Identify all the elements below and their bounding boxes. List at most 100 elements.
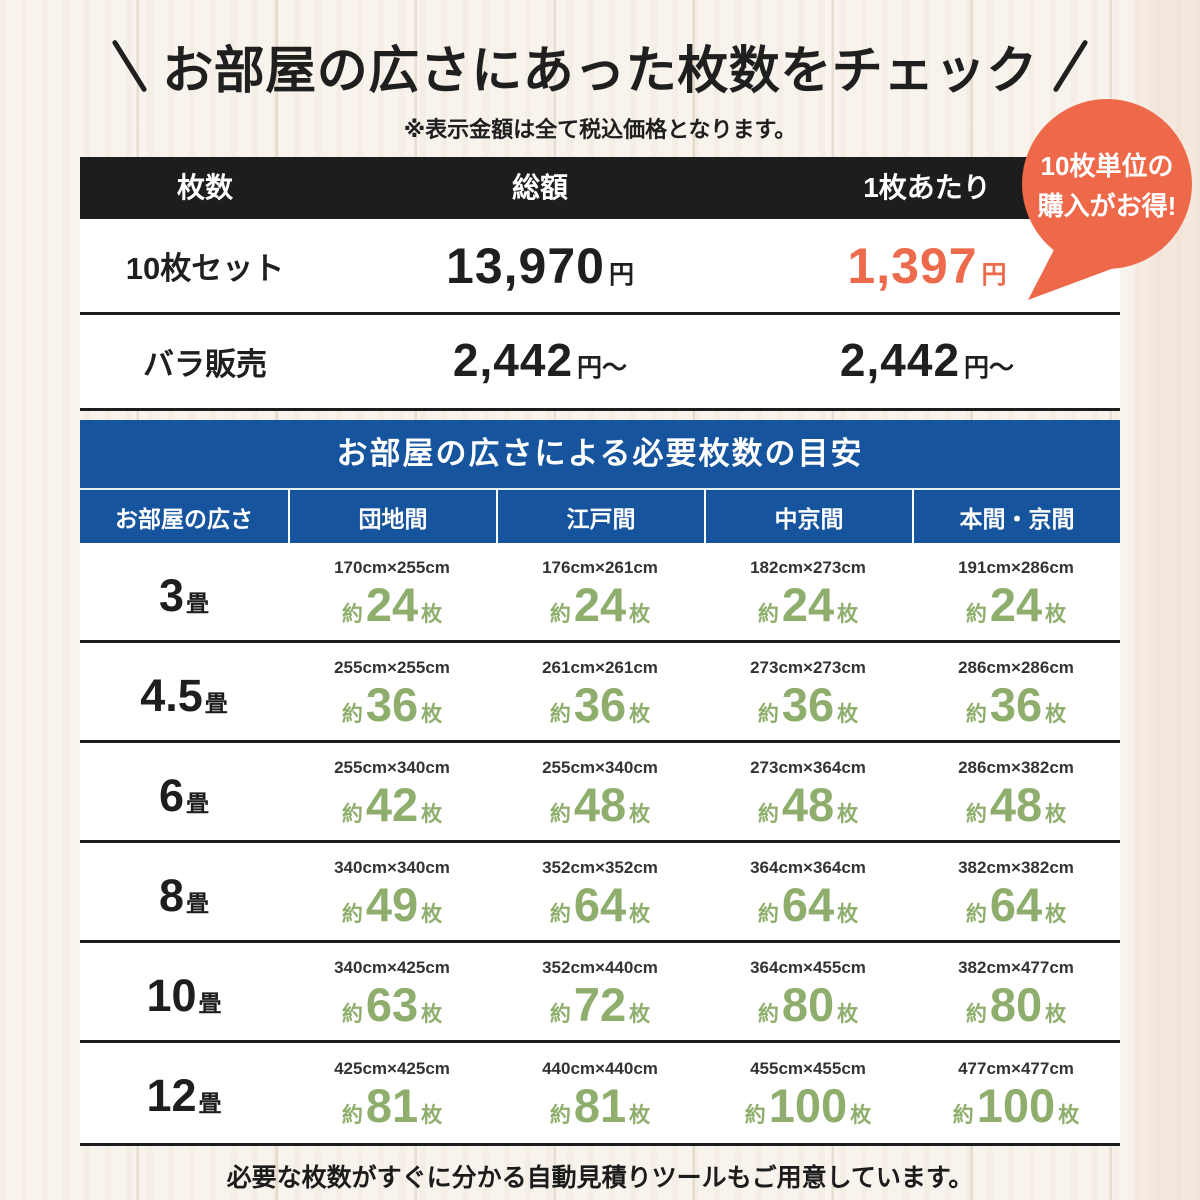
- room-dimensions: 340cm×425cm: [334, 957, 450, 977]
- room-dimensions: 455cm×455cm: [750, 1059, 866, 1078]
- estimate-cell: 286cm×382cm 約 48 枚: [912, 743, 1120, 840]
- sheet-count: 約 81 枚: [342, 1082, 442, 1129]
- approx-label: 約: [965, 702, 987, 726]
- estimate-cell: 340cm×425cm 約 63 枚: [288, 943, 496, 1040]
- room-dimensions: 273cm×364cm: [750, 757, 866, 777]
- sheets-label: 枚: [629, 1002, 651, 1026]
- room-dimensions: 255cm×340cm: [542, 757, 658, 777]
- price-row-10-set: 10枚セット 13,970 円 1,397 円: [80, 219, 1120, 312]
- room-dimensions: 352cm×352cm: [542, 857, 658, 877]
- count-number: 100: [976, 1079, 1056, 1132]
- sheet-count: 約 80 枚: [758, 981, 858, 1028]
- row-label: バラ販売: [143, 347, 267, 382]
- sheets-label: 枚: [421, 1104, 443, 1127]
- tatami-unit: 畳: [186, 590, 210, 616]
- estimate-cell: 170cm×255cm 約 24 枚: [288, 543, 496, 640]
- count-number: 48: [781, 777, 835, 831]
- per-sheet-price: 2,442 円〜: [770, 315, 1084, 408]
- price-number: 13,970: [446, 238, 605, 294]
- sheet-count: 約 49 枚: [342, 881, 442, 928]
- sheet-count: 約 64 枚: [758, 881, 858, 928]
- count-number: 24: [781, 577, 835, 631]
- room-dimensions: 364cm×364cm: [750, 857, 866, 877]
- count-number: 24: [573, 577, 627, 631]
- price-row-single: バラ販売 2,442 円〜 2,442 円〜: [80, 315, 1120, 408]
- estimate-cell: 176cm×261cm 約 24 枚: [496, 543, 704, 640]
- tatami-unit: 畳: [198, 990, 222, 1016]
- room-dimensions: 273cm×273cm: [750, 657, 866, 677]
- room-dimensions: 286cm×382cm: [958, 757, 1074, 777]
- col-header-total: 総額: [511, 172, 568, 203]
- sheets-label: 枚: [850, 1104, 872, 1127]
- estimate-cell: 255cm×340cm 約 48 枚: [496, 743, 704, 840]
- sheet-count: 約 63 枚: [342, 981, 442, 1028]
- sheet-count: 約 100 枚: [745, 1082, 871, 1129]
- count-number: 64: [781, 877, 835, 931]
- sheets-label: 枚: [629, 802, 651, 826]
- page-header: お部屋の広さにあった枚数をチェック: [0, 26, 1200, 106]
- room-dimensions: 382cm×477cm: [958, 957, 1074, 977]
- tatami-unit: 畳: [186, 890, 210, 916]
- sheets-label: 枚: [837, 602, 859, 626]
- price-unit: 円: [608, 261, 634, 289]
- count-number: 81: [573, 1079, 627, 1132]
- estimator-tool-note: 必要な枚数がすぐに分かる自動見積りツールもご用意しています。: [226, 1164, 974, 1192]
- approx-label: 約: [341, 1002, 363, 1026]
- approx-label: 約: [965, 902, 987, 926]
- decorative-backslash: [111, 39, 148, 93]
- total-price: 13,970 円: [380, 219, 700, 312]
- size-table-column-headers: お部屋の広さ 団地間 江戸間 中京間 本間・京間: [80, 488, 1120, 543]
- room-dimensions: 191cm×286cm: [958, 557, 1074, 577]
- estimate-cell: 382cm×477cm 約 80 枚: [912, 943, 1120, 1040]
- estimate-cell: 477cm×477cm 約 100 枚: [912, 1043, 1120, 1143]
- sheets-label: 枚: [837, 1002, 859, 1026]
- sheet-count: 約 24 枚: [966, 581, 1066, 628]
- count-number: 64: [573, 877, 627, 931]
- sheets-label: 枚: [837, 902, 859, 926]
- sheets-label: 枚: [837, 702, 859, 726]
- sheet-count: 約 48 枚: [966, 781, 1066, 828]
- sheet-count: 約 36 枚: [758, 681, 858, 728]
- sheets-label: 枚: [421, 702, 443, 726]
- badge-line-1: 10枚単位の: [1040, 151, 1174, 181]
- count-number: 36: [573, 677, 627, 731]
- approx-label: 約: [341, 702, 363, 726]
- sheets-label: 枚: [1045, 1002, 1067, 1026]
- price-number: 2,442: [839, 334, 961, 386]
- size-number: 3: [158, 570, 185, 621]
- approx-label: 約: [757, 802, 779, 826]
- sheets-label: 枚: [1058, 1104, 1080, 1127]
- estimate-cell: 425cm×425cm 約 81 枚: [288, 1043, 496, 1143]
- size-number: 12: [146, 1070, 197, 1121]
- room-size-label: 10 畳: [80, 943, 288, 1040]
- sheet-count: 約 36 枚: [550, 681, 650, 728]
- sheets-label: 枚: [421, 602, 443, 626]
- approx-label: 約: [341, 602, 363, 626]
- price-table-header: 枚数 総額 1枚あたり: [80, 157, 1120, 219]
- approx-label: 約: [965, 602, 987, 626]
- count-number: 100: [768, 1079, 848, 1132]
- sheets-label: 枚: [421, 802, 443, 826]
- approx-label: 約: [757, 702, 779, 726]
- sheets-label: 枚: [837, 802, 859, 826]
- room-dimensions: 352cm×440cm: [542, 957, 658, 977]
- approx-label: 約: [757, 602, 779, 626]
- col-header-per-sheet: 1枚あたり: [863, 172, 991, 203]
- sheet-count: 約 100 枚: [953, 1082, 1079, 1129]
- sheets-label: 枚: [1045, 902, 1067, 926]
- room-dimensions: 261cm×261cm: [542, 657, 658, 677]
- room-size-label: 4.5 畳: [80, 643, 288, 740]
- room-dimensions: 340cm×340cm: [334, 857, 450, 877]
- approx-label: 約: [757, 1002, 779, 1026]
- sheets-label: 枚: [629, 602, 651, 626]
- approx-label: 約: [341, 902, 363, 926]
- size-number: 6: [158, 770, 185, 821]
- sheet-count: 約 42 枚: [342, 781, 442, 828]
- row-divider: [80, 312, 1120, 315]
- size-number: 4.5: [140, 670, 203, 721]
- price-unit: 円〜: [964, 354, 1015, 382]
